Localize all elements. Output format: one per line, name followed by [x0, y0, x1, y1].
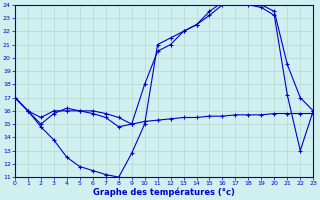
X-axis label: Graphe des températures (°c): Graphe des températures (°c): [93, 188, 235, 197]
